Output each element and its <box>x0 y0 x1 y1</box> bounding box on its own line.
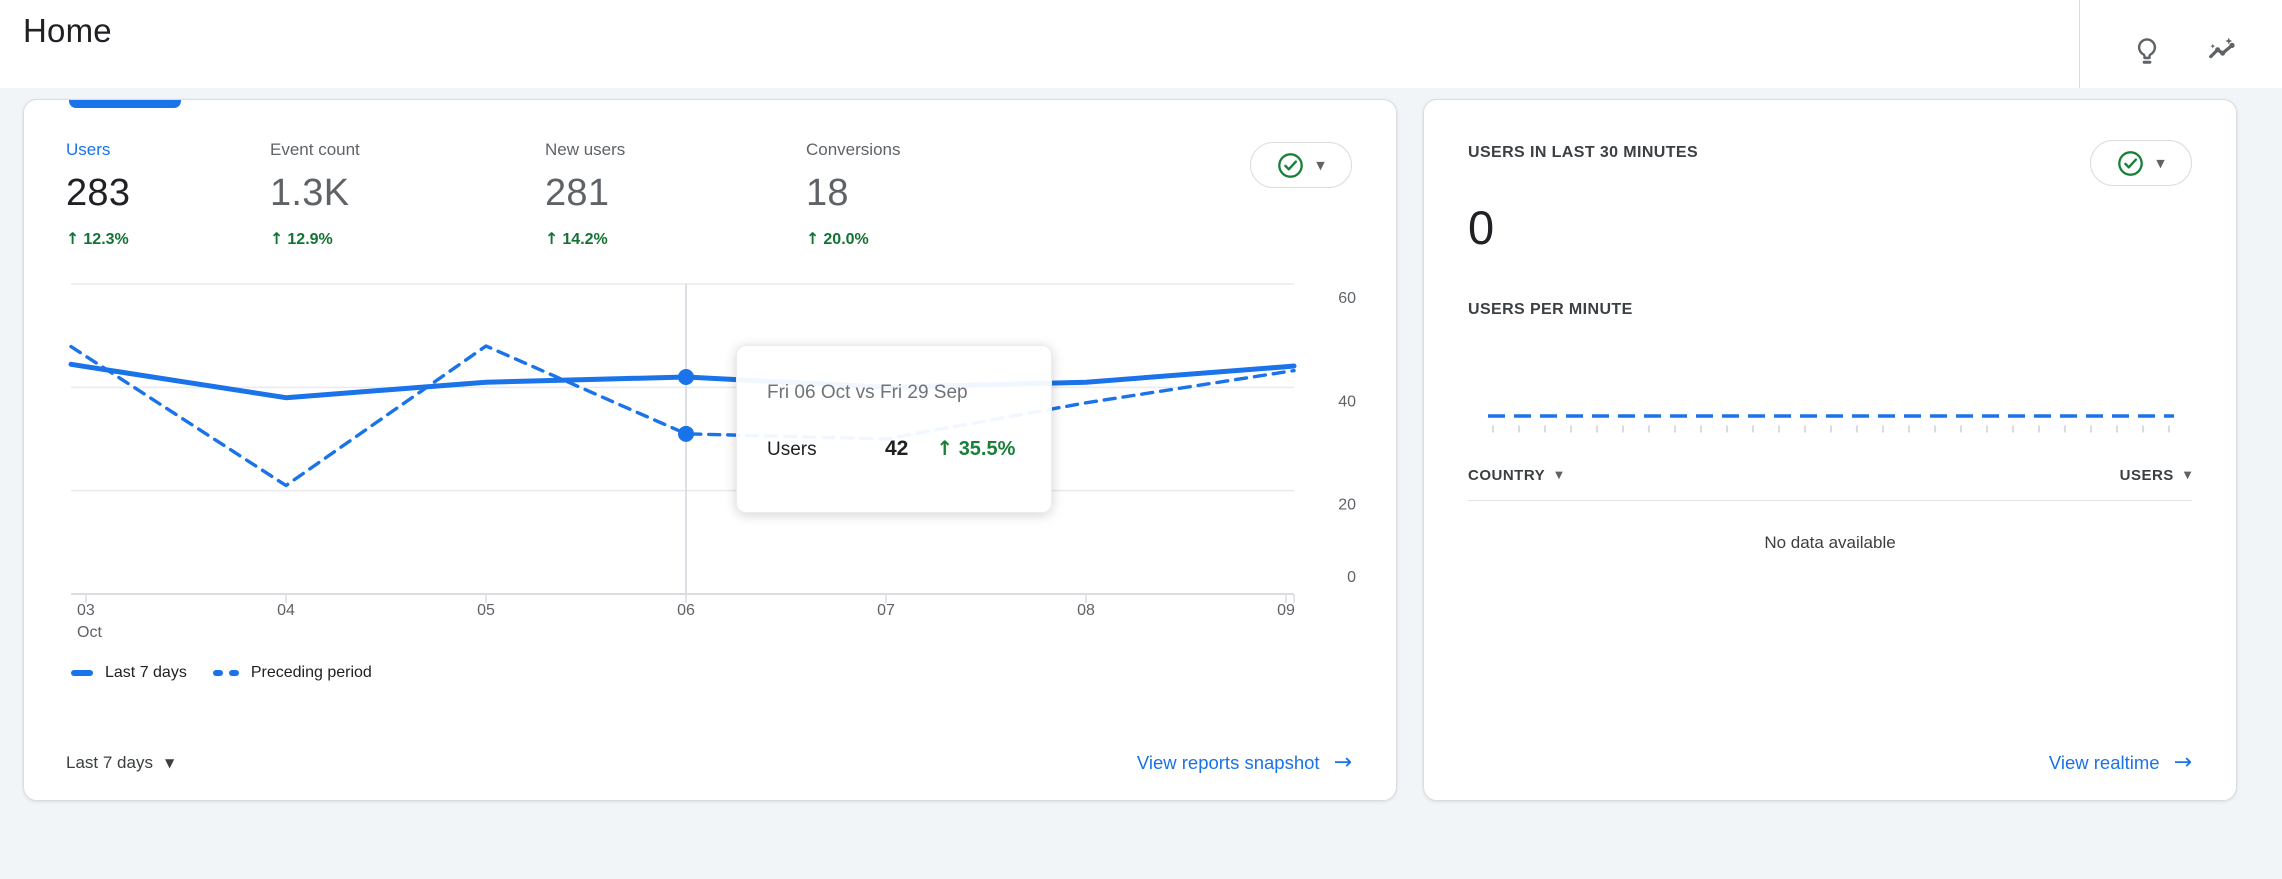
sort-country[interactable]: COUNTRY▼ <box>1468 467 1563 484</box>
up-arrow-icon: ↑ <box>936 436 953 460</box>
trend-chart-svg: 60 40 20 0 03 Oct 04 05 06 07 08 09 <box>24 270 1396 642</box>
insights-button[interactable] <box>2202 14 2242 88</box>
svg-text:03: 03 <box>77 602 95 619</box>
view-reports-snapshot-link[interactable]: View reports snapshot → <box>1137 752 1352 774</box>
chevron-down-icon: ▼ <box>2156 157 2164 170</box>
view-realtime-link[interactable]: View realtime → <box>2049 752 2192 774</box>
realtime-table-header: COUNTRY▼ USERS▼ <box>1468 467 2192 484</box>
metric-tab-conversions[interactable]: Conversions 18 ↑20.0% <box>806 140 1056 249</box>
metric-value: 18 <box>806 172 1056 215</box>
legend-item-dashed: Preceding period <box>213 664 372 682</box>
up-arrow-icon: ↑ <box>270 229 283 248</box>
sort-caret-icon: ▼ <box>1555 470 1563 481</box>
tooltip-metric-value: 42 <box>885 437 908 461</box>
up-arrow-icon: ↑ <box>545 229 558 248</box>
realtime-card: USERS IN LAST 30 MINUTES ▼ 0 USERS PER M… <box>1423 99 2237 801</box>
chart-legend: Last 7 days Preceding period <box>71 664 1352 682</box>
users-per-minute-sparkline <box>1488 405 2178 439</box>
metric-tab-users[interactable]: Users 283 ↑12.3% <box>66 140 270 249</box>
up-arrow-icon: ↑ <box>66 229 79 248</box>
metric-delta: ↑14.2% <box>545 229 806 249</box>
svg-text:04: 04 <box>277 602 295 619</box>
svg-text:08: 08 <box>1077 602 1095 619</box>
empty-state-text: No data available <box>1468 533 2192 553</box>
svg-text:0: 0 <box>1347 569 1356 586</box>
data-quality-dropdown[interactable]: ▼ <box>1250 142 1352 188</box>
realtime-data-quality-dropdown[interactable]: ▼ <box>2090 140 2192 186</box>
metric-label: Conversions <box>806 140 1056 160</box>
users-trend-chart[interactable]: 60 40 20 0 03 Oct 04 05 06 07 08 09 Fri 06 Oct vs F… <box>24 270 1396 642</box>
legend-solid-swatch <box>71 670 93 676</box>
legend-label: Preceding period <box>251 664 372 682</box>
tooltip-metric-label: Users <box>767 439 885 461</box>
table-divider <box>1468 500 2192 501</box>
legend-dashed-swatch <box>213 670 239 676</box>
app-header: Home <box>0 0 2282 88</box>
legend-label: Last 7 days <box>105 664 187 682</box>
svg-text:60: 60 <box>1338 290 1356 307</box>
svg-text:05: 05 <box>477 602 495 619</box>
metric-label: New users <box>545 140 806 160</box>
metric-delta: ↑20.0% <box>806 229 1056 249</box>
page-title: Home <box>23 12 112 50</box>
metric-value: 283 <box>66 172 270 215</box>
up-arrow-icon: ↑ <box>806 229 819 248</box>
check-circle-icon <box>1277 152 1304 179</box>
svg-text:40: 40 <box>1338 393 1356 410</box>
check-circle-icon <box>2117 150 2144 177</box>
chevron-down-icon: ▼ <box>1316 159 1324 172</box>
tooltip-delta: ↑ 35.5% <box>936 436 1015 461</box>
svg-text:09: 09 <box>1277 602 1295 619</box>
metric-delta: ↑12.9% <box>270 229 545 249</box>
right-arrow-icon: → <box>1334 752 1352 774</box>
sort-users[interactable]: USERS▼ <box>2120 467 2192 484</box>
svg-text:Oct: Oct <box>77 624 102 641</box>
chevron-down-icon: ▼ <box>165 756 174 770</box>
date-range-selector[interactable]: Last 7 days ▼ <box>66 753 174 773</box>
chart-tooltip: Fri 06 Oct vs Fri 29 Sep Users 42 ↑ 35.5… <box>736 345 1052 513</box>
insights-sparkline-icon <box>2206 36 2238 66</box>
metric-delta: ↑12.3% <box>66 229 270 249</box>
metrics-row: Users283↑12.3%Event count1.3K↑12.9%New u… <box>66 140 1352 270</box>
svg-text:20: 20 <box>1338 497 1356 514</box>
overview-card-footer: Last 7 days ▼ View reports snapshot → <box>66 752 1352 774</box>
content-area: Users283↑12.3%Event count1.3K↑12.9%New u… <box>0 88 2282 879</box>
realtime-user-count: 0 <box>1468 200 2192 255</box>
metric-label: Event count <box>270 140 545 160</box>
insights-hint-button[interactable] <box>2128 14 2166 88</box>
metric-value: 1.3K <box>270 172 545 215</box>
metric-tab-event-count[interactable]: Event count 1.3K ↑12.9% <box>270 140 545 249</box>
realtime-title: USERS IN LAST 30 MINUTES <box>1468 144 1698 162</box>
right-arrow-icon: → <box>2174 752 2192 774</box>
overview-card: Users283↑12.3%Event count1.3K↑12.9%New u… <box>23 99 1397 801</box>
svg-text:07: 07 <box>877 602 895 619</box>
svg-text:06: 06 <box>677 602 695 619</box>
metric-tab-new-users[interactable]: New users 281 ↑14.2% <box>545 140 806 249</box>
header-actions <box>2079 0 2256 88</box>
metric-value: 281 <box>545 172 806 215</box>
metric-label: Users <box>66 140 270 160</box>
active-tab-indicator <box>69 100 181 108</box>
lightbulb-icon <box>2132 36 2162 66</box>
analytics-home-page: Home <box>0 0 2282 879</box>
tooltip-date-range: Fri 06 Oct vs Fri 29 Sep <box>767 382 1021 404</box>
users-per-minute-label: USERS PER MINUTE <box>1468 301 2192 319</box>
sort-caret-icon: ▼ <box>2184 470 2192 481</box>
legend-item-solid: Last 7 days <box>71 664 187 682</box>
